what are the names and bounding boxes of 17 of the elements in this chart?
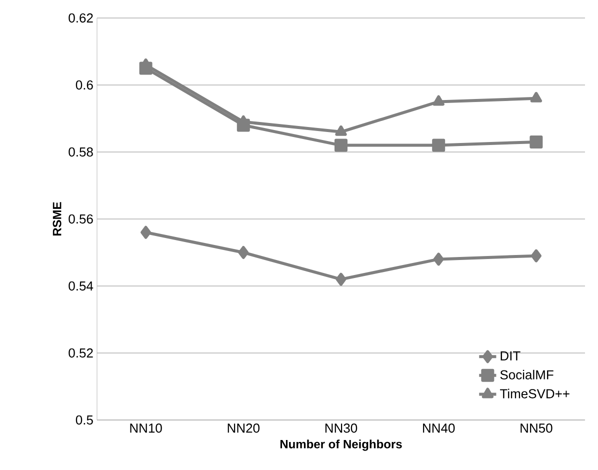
x-tick-label: NN30 bbox=[325, 424, 358, 433]
y-tick-label: 0.58 bbox=[68, 147, 93, 157]
y-tick-label: 0.62 bbox=[68, 13, 93, 23]
y-axis-title: RSME bbox=[52, 202, 62, 236]
x-tick-label: NN10 bbox=[130, 424, 162, 433]
x-tick-label: NN40 bbox=[423, 424, 455, 433]
y-tick-label: 0.6 bbox=[76, 80, 93, 90]
legend-label: TimeSVD++ bbox=[500, 388, 570, 398]
y-tick-label: 0.52 bbox=[68, 348, 93, 358]
legend-label: SocialMF bbox=[500, 370, 554, 380]
x-tick-label: NN50 bbox=[520, 424, 552, 433]
y-tick-label: 0.56 bbox=[68, 214, 93, 224]
legend-label: DIT bbox=[500, 351, 520, 360]
x-tick-label: NN20 bbox=[228, 424, 260, 433]
x-axis-title: Number of Neighbors bbox=[280, 440, 402, 451]
y-tick-label: 0.54 bbox=[68, 281, 94, 291]
y-tick-label: 0.5 bbox=[76, 415, 93, 425]
